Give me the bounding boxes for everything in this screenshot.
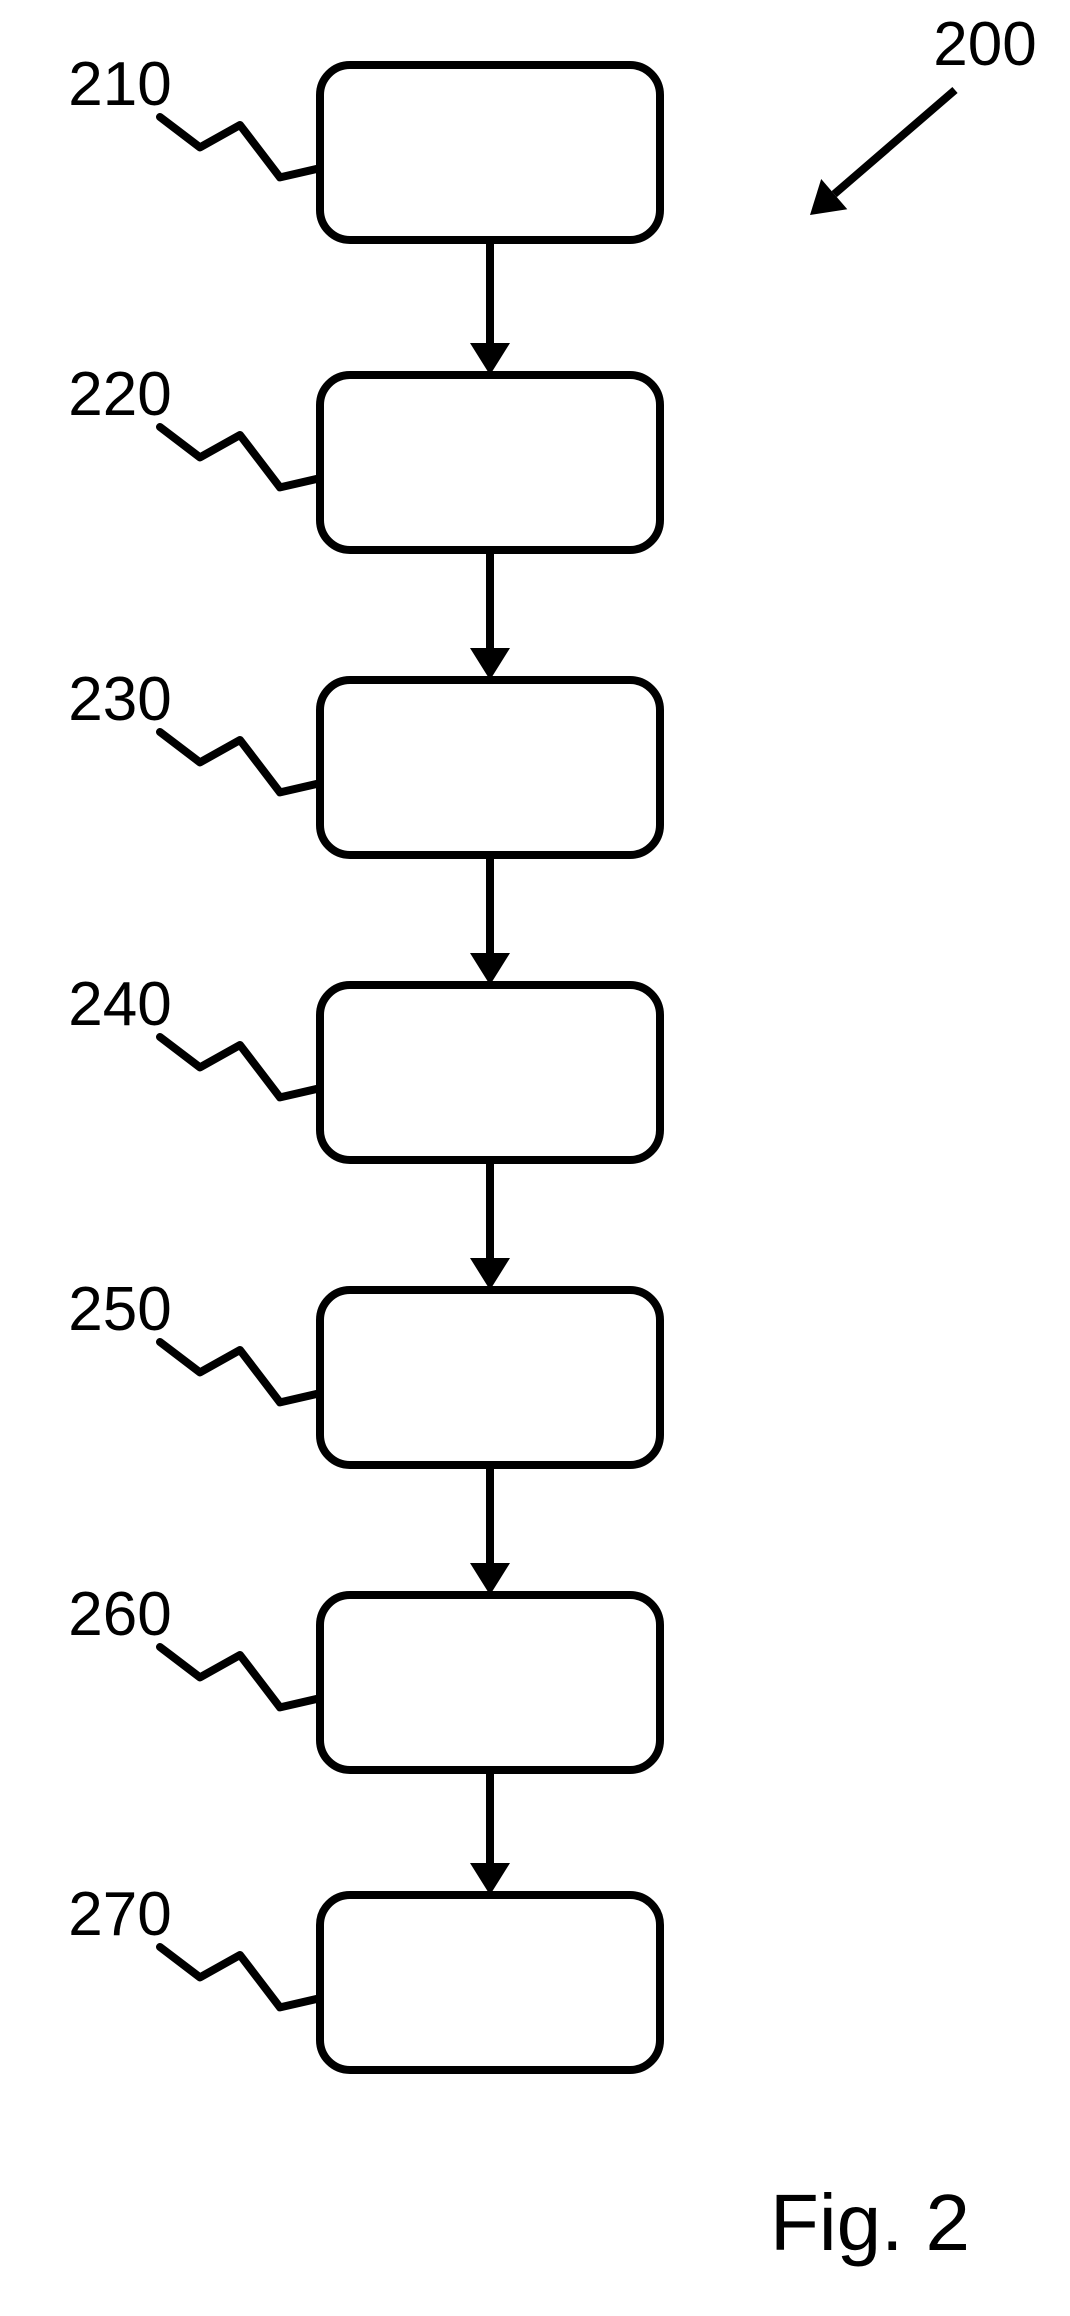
connector-line	[834, 90, 955, 194]
arrowhead-icon	[470, 1563, 510, 1595]
squiggle-lead-line	[160, 1342, 320, 1402]
flowchart-diagram: 210 220 230 240 250 260 270 200 Fig. 2	[0, 0, 1070, 2316]
reference-label: 270	[68, 1880, 171, 1949]
arrowhead-icon	[470, 343, 510, 375]
figure-caption: Fig. 2	[770, 2178, 970, 2267]
flow-node	[320, 680, 660, 855]
flow-node	[320, 375, 660, 550]
reference-label: 210	[68, 50, 171, 119]
figure-reference-label: 200	[933, 10, 1036, 79]
labels-layer: 210 220 230 240 250 260 270 200	[68, 10, 1036, 1949]
arrowhead-icon	[470, 1258, 510, 1290]
squiggle-lead-line	[160, 1947, 320, 2007]
reference-label: 220	[68, 360, 171, 429]
flow-node	[320, 65, 660, 240]
flow-node	[320, 1595, 660, 1770]
flow-node	[320, 985, 660, 1160]
squiggle-lead-line	[160, 117, 320, 177]
reference-label: 260	[68, 1580, 171, 1649]
arrowhead-icon	[470, 1863, 510, 1895]
arrowhead-icon	[470, 648, 510, 680]
caption-layer: Fig. 2	[770, 2178, 970, 2267]
squiggle-lead-line	[160, 427, 320, 487]
pointer-layer	[160, 117, 320, 2007]
flow-node	[320, 1895, 660, 2070]
flow-node	[320, 1290, 660, 1465]
reference-label: 230	[68, 665, 171, 734]
squiggle-lead-line	[160, 1647, 320, 1707]
squiggle-lead-line	[160, 732, 320, 792]
edges-layer	[470, 90, 955, 1895]
arrowhead-icon	[470, 953, 510, 985]
squiggle-lead-line	[160, 1037, 320, 1097]
reference-label: 250	[68, 1275, 171, 1344]
reference-label: 240	[68, 970, 171, 1039]
